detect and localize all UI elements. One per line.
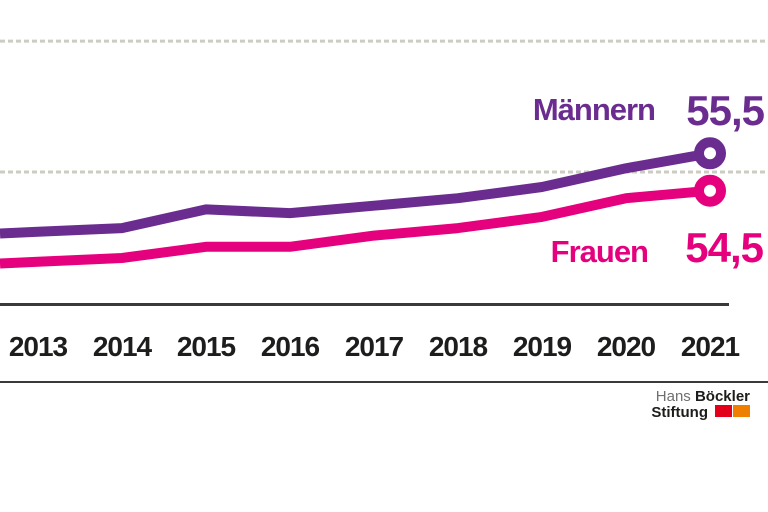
series-value-frauen: 54,5 xyxy=(685,224,764,271)
x-axis-line-top xyxy=(0,303,729,306)
x-axis-label-2015: 2015 xyxy=(176,331,236,362)
x-axis-label-2017: 2017 xyxy=(344,331,404,362)
x-axis-label-2013: 2013 xyxy=(8,331,68,362)
x-axis-label-2018: 2018 xyxy=(428,331,488,362)
series-end-marker-frauen xyxy=(694,174,726,207)
x-axis-label-2014: 2014 xyxy=(92,331,152,362)
series-line-männern xyxy=(0,148,711,239)
series-label-frauen: Frauen xyxy=(550,234,649,269)
series-label-maenner: Männern xyxy=(532,92,656,127)
logo-text-stiftung: Stiftung xyxy=(651,404,708,421)
logo-red-square xyxy=(715,405,732,417)
logo-orange-square xyxy=(733,405,750,417)
logo-line-1: Hans Böckler xyxy=(651,389,750,405)
series-line-frauen xyxy=(0,185,711,269)
logo-text-hans: Hans xyxy=(655,388,691,405)
x-axis-line-bottom xyxy=(0,381,768,383)
x-axis-label-2021: 2021 xyxy=(680,331,740,362)
hans-boeckler-stiftung-logo: Hans Böckler Stiftung xyxy=(651,389,750,421)
logo-line-2: Stiftung xyxy=(651,405,750,421)
series-end-marker-männern xyxy=(694,137,726,170)
logo-text-boeckler: Böckler xyxy=(694,388,750,405)
series-value-maenner: 55,5 xyxy=(686,87,765,134)
x-axis-label-2019: 2019 xyxy=(512,331,572,362)
x-axis-label-2016: 2016 xyxy=(260,331,320,362)
x-axis-label-2020: 2020 xyxy=(596,331,656,362)
